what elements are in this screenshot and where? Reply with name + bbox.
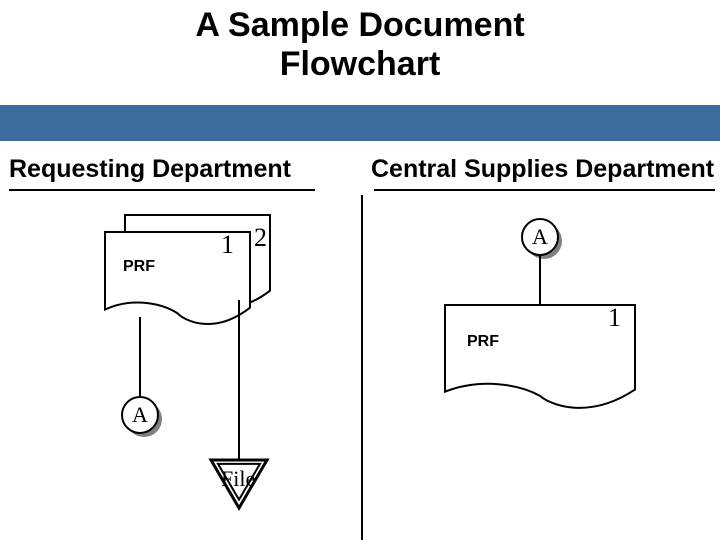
flowline-to-file (238, 300, 240, 460)
flowchart-stage: A Sample Document Flowchart Requesting D… (0, 0, 720, 540)
copy-number-1-left: 1 (221, 230, 234, 260)
title-line-1: A Sample Document (195, 6, 524, 44)
page-title: A Sample Document Flowchart (0, 6, 720, 84)
connector-a-left-label: A (132, 402, 148, 428)
document-label-prf-right: PRF (467, 333, 499, 351)
flowline-to-connector-a (139, 317, 141, 400)
document-symbol-right (445, 305, 635, 424)
swimlane-divider (361, 195, 363, 540)
copy-number-2-left: 2 (254, 223, 267, 253)
title-line-2: Flowchart (280, 45, 441, 83)
copy-number-1-right: 1 (608, 303, 621, 333)
column-header-right: Central Supplies Department (371, 155, 714, 184)
document-label-prf-left: PRF (123, 258, 155, 276)
flowline-right (539, 255, 541, 305)
file-label: File (221, 466, 255, 492)
column-underline-left (9, 189, 315, 191)
column-header-left: Requesting Department (9, 155, 291, 184)
connector-a-right-label: A (532, 224, 548, 250)
column-underline-right (374, 189, 715, 191)
title-bar (0, 105, 720, 141)
